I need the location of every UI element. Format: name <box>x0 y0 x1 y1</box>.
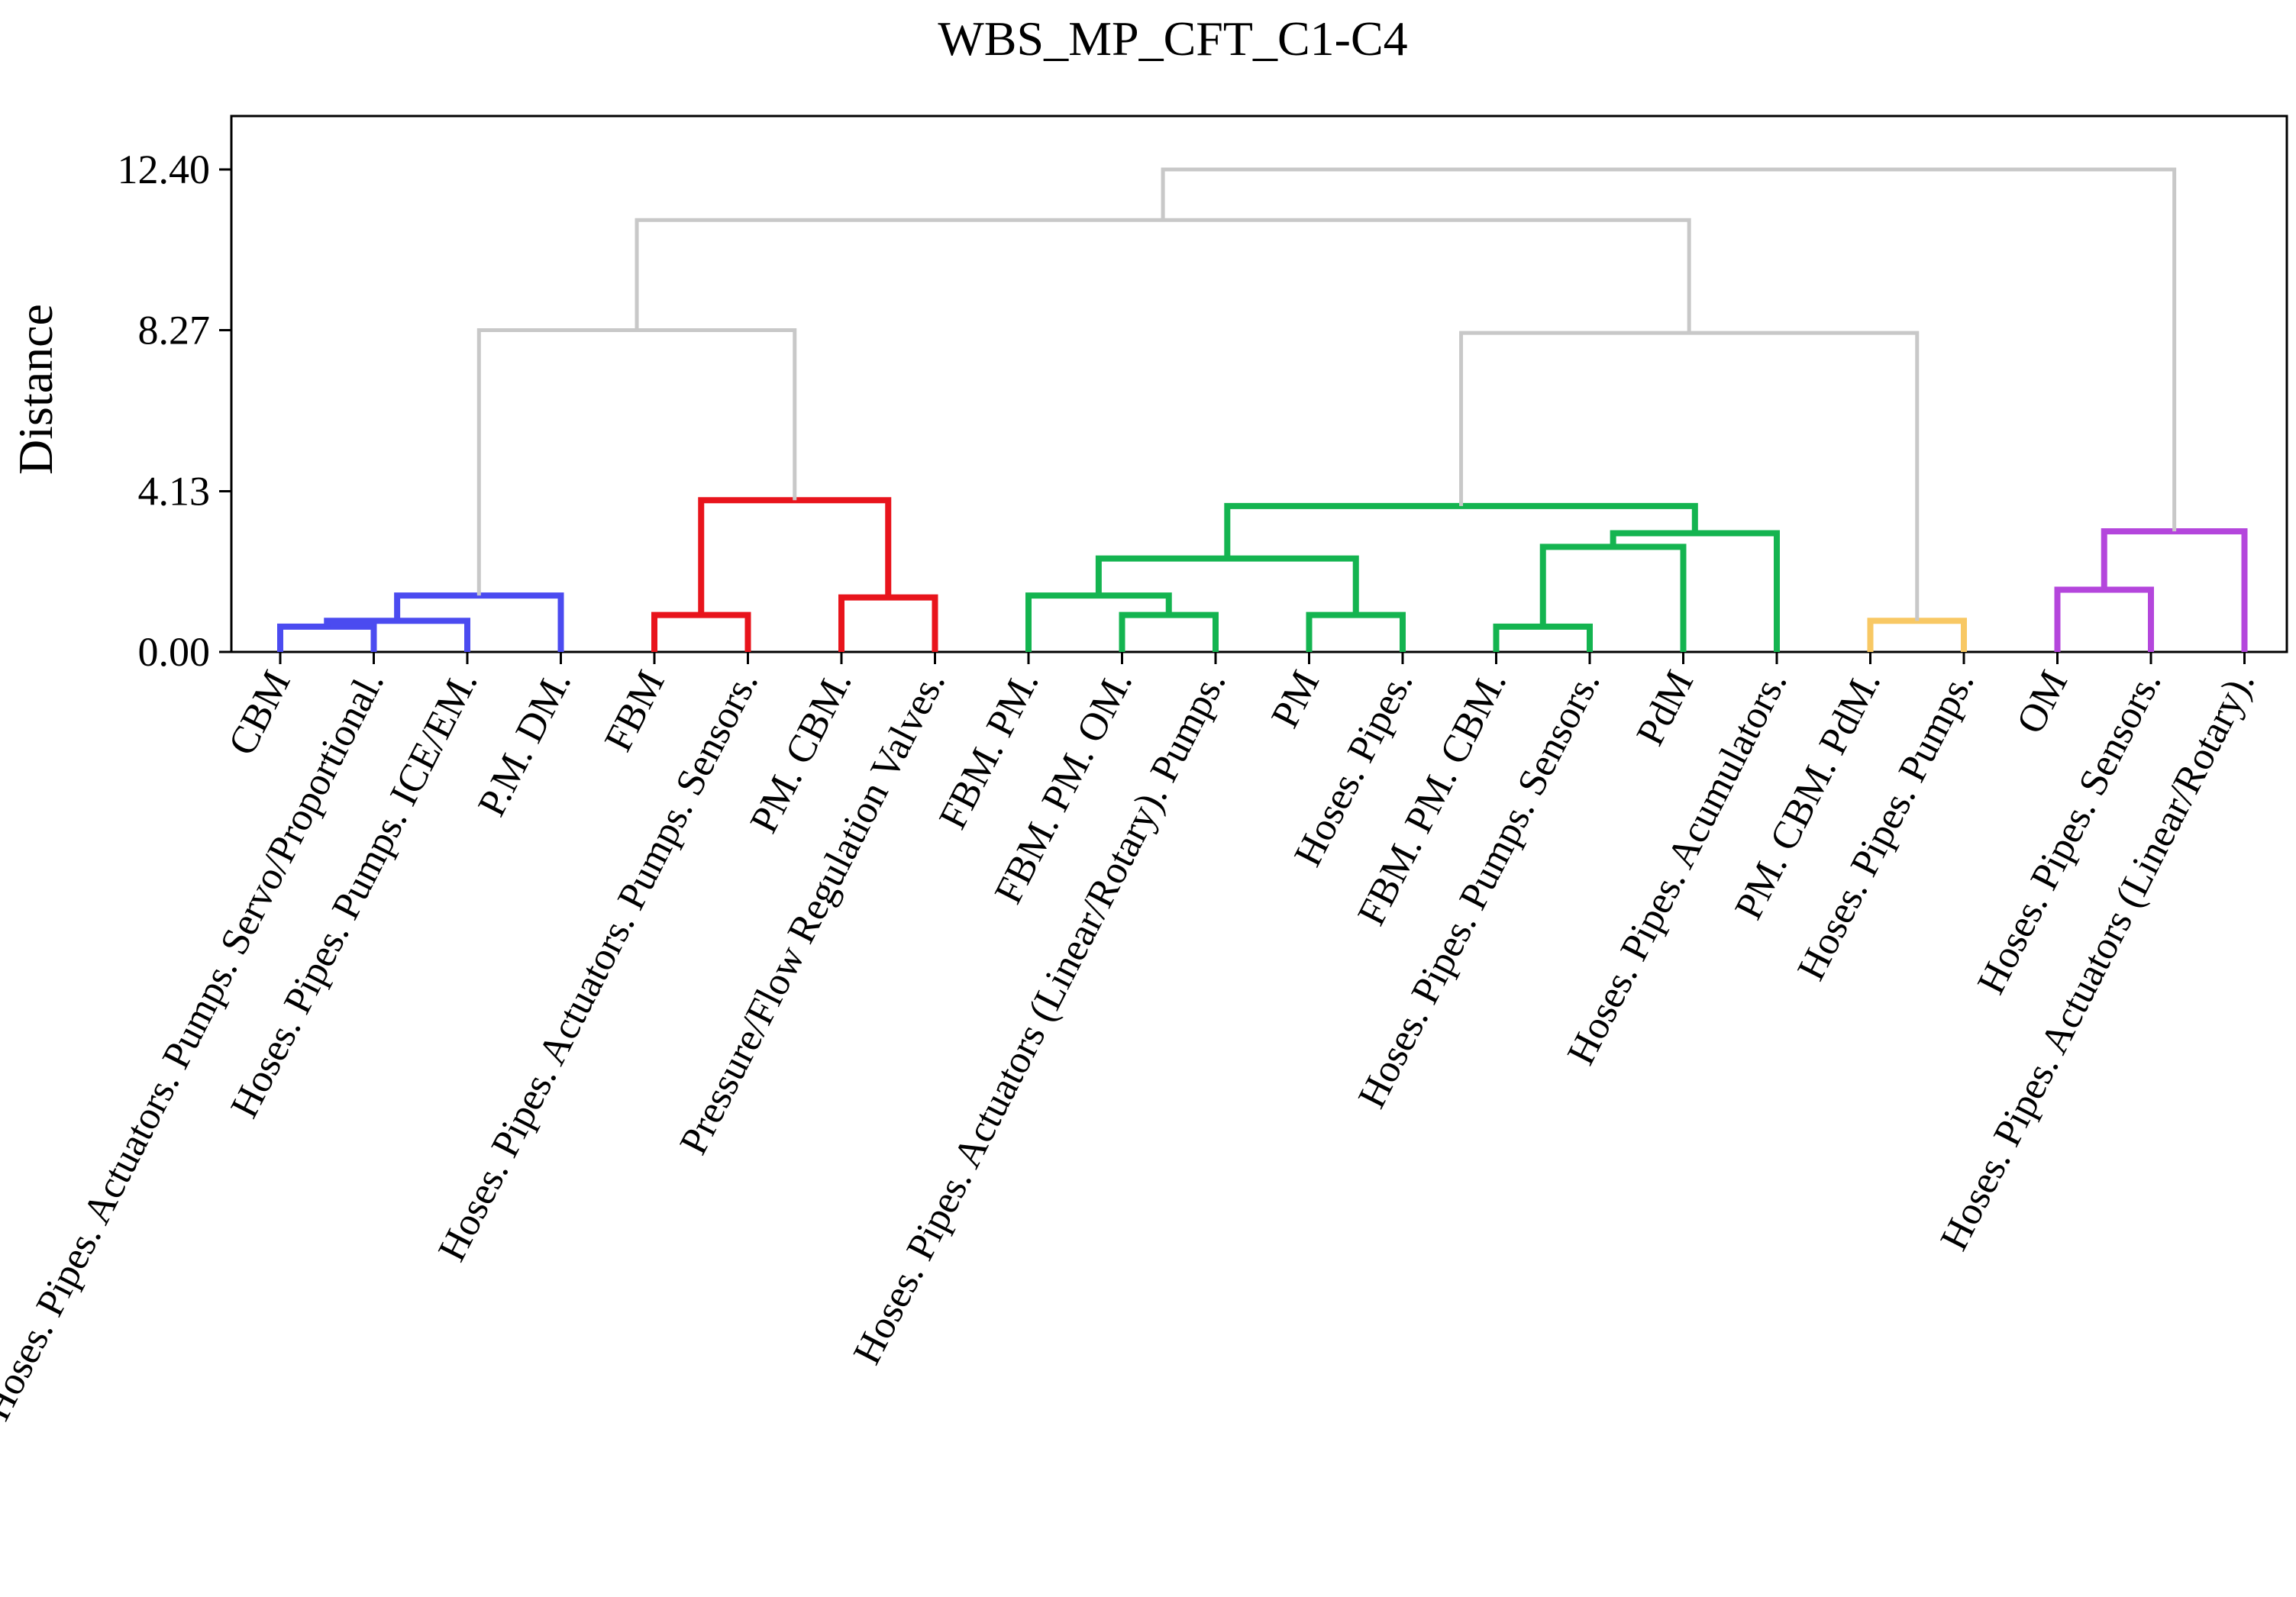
dendrogram-link-blue <box>394 592 564 652</box>
dendrogram-link-gray <box>1459 331 1920 621</box>
dendrogram-link-green <box>1306 611 1406 652</box>
y-tick-label: 12.40 <box>118 147 211 192</box>
dendrogram-link-green <box>1095 555 1359 615</box>
dendrogram-link-green <box>1025 592 1172 652</box>
leaf-label: Hoses. Pipes. Actuators. Pumps. Servo/Pr… <box>0 664 392 1428</box>
dendrogram-link-gray <box>635 218 1691 334</box>
leaf-label: FBM <box>596 664 673 759</box>
leaf-label: Hoses. Pipes. Actuators. Pumps. Sensors. <box>430 664 767 1269</box>
leaf-label: CBM <box>220 664 299 763</box>
y-tick-label: 4.13 <box>138 469 211 515</box>
dendrogram-link-blue <box>277 623 377 652</box>
dendrogram-link-gray <box>1161 167 2177 531</box>
dendrogram-links <box>277 167 2248 652</box>
dendrogram-link-purple <box>2054 586 2154 652</box>
dendrogram-link-green <box>1493 623 1593 652</box>
leaf-label: OM <box>2008 664 2076 741</box>
dendrogram-link-blue <box>324 618 470 652</box>
dendrogram-link-green <box>1610 530 1780 652</box>
leaf-label: Hoses. Pipes. Pumps. <box>1789 664 1982 988</box>
dendrogram-link-red <box>698 497 892 615</box>
plot-frame <box>230 115 2288 653</box>
chart-title: WBS_MP_CFT_C1-C4 <box>938 11 1407 66</box>
dendrogram-link-green <box>1119 611 1219 652</box>
y-axis-label: Distance <box>8 304 63 475</box>
y-tick-label: 8.27 <box>138 307 211 353</box>
dendrogram-link-green <box>1539 544 1687 652</box>
leaf-label: P.M. DM. <box>470 664 580 824</box>
dendrogram-link-red <box>838 594 938 652</box>
y-axis-ticks: 0.00 4.13 8.27 12.40 <box>118 147 231 675</box>
dendrogram-link-red <box>651 611 751 652</box>
leaf-label: PdM <box>1628 664 1702 753</box>
dendrogram-link-yellow <box>1867 618 1967 652</box>
y-tick-label: 0.00 <box>138 629 211 675</box>
dendrogram-link-gray <box>476 327 797 596</box>
leaf-label: PM <box>1263 664 1328 735</box>
